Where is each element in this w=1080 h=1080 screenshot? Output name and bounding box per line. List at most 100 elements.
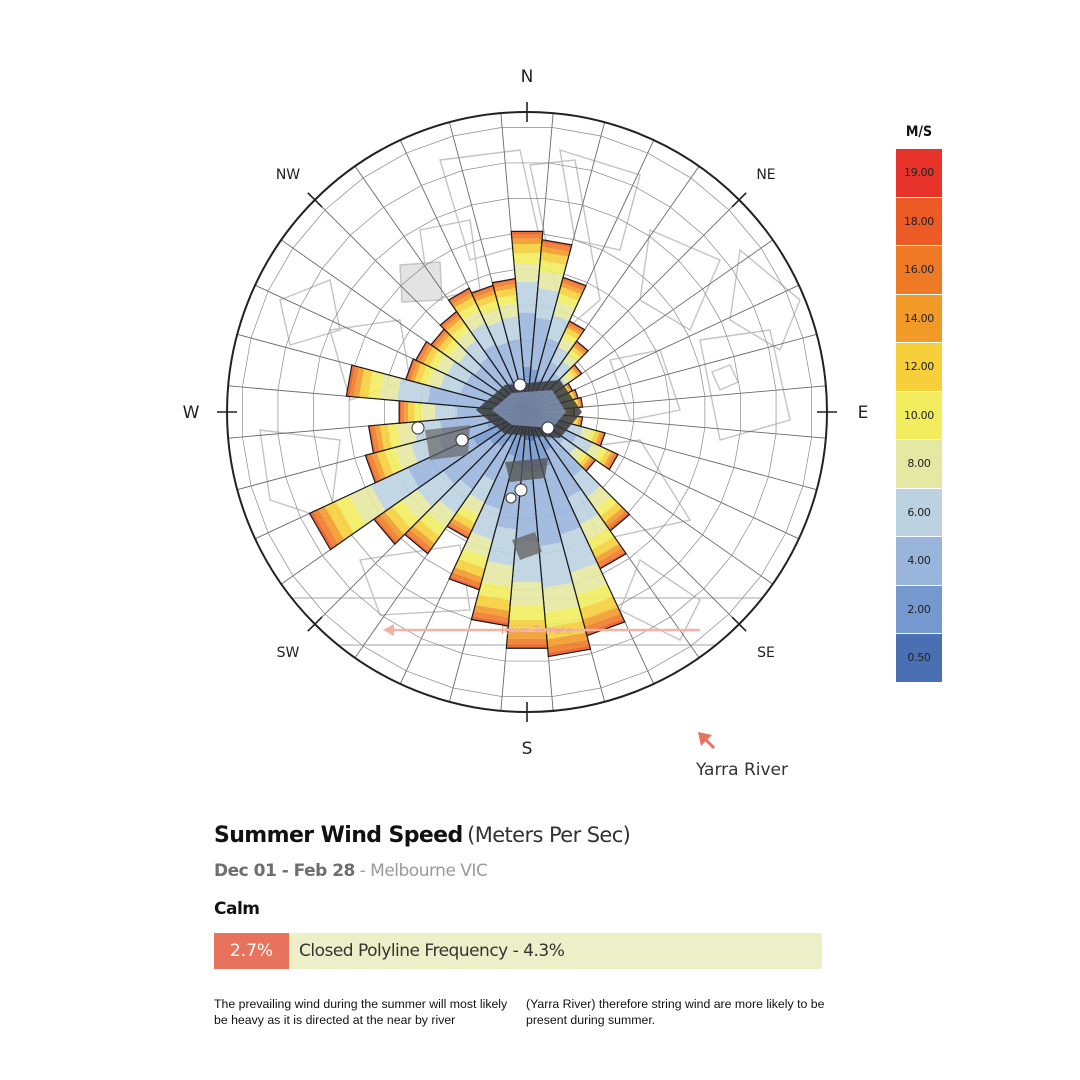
wind-bar-band [591, 536, 620, 558]
compass-tick-nw [307, 192, 323, 208]
wind-bar-band [582, 456, 593, 469]
wind-bar-band [541, 464, 581, 536]
wind-bar-band [511, 238, 543, 244]
wind-bar-band [561, 279, 586, 291]
wind-bar-band [486, 526, 517, 567]
compass-label-w: W [183, 403, 200, 423]
wind-bar-band [558, 286, 582, 301]
subtitle: Dec 01 - Feb 28 - Melbourne VIC [214, 861, 488, 881]
wind-bar-band [507, 432, 522, 457]
wind-bar-band [594, 543, 623, 563]
wind-bar-band [415, 341, 428, 361]
legend-item: 6.00 [896, 488, 942, 536]
wind-bar-band [309, 511, 334, 550]
wind-bar-band [450, 518, 473, 534]
polyline-frequency: Closed Polyline Frequency - 4.3% [299, 941, 565, 961]
wind-bar-band [475, 294, 498, 308]
compass-labels: N NE E SE S SW W NW [183, 67, 869, 759]
wind-bar-band [455, 329, 477, 350]
legend-item: 2.00 [896, 585, 942, 633]
wind-bar-band [440, 311, 458, 327]
wind-bar-band [547, 437, 584, 478]
wind-bar-band [586, 528, 615, 550]
wind-bar-band [575, 451, 588, 465]
wind-bar-band [478, 582, 512, 601]
wind-bar-band [457, 302, 480, 321]
wind-bar-band [571, 366, 580, 377]
wind-bar-band [567, 423, 584, 437]
wind-bar-170 [526, 411, 592, 658]
wind-bar-band [537, 270, 564, 292]
compass-tick-sw [307, 616, 323, 632]
wind-bar-band [459, 442, 503, 490]
wind-bar-band [409, 525, 435, 549]
wind-rose-chart: River Terrace N NE E SE S SW W NW [183, 67, 869, 759]
wind-bar-band [591, 430, 600, 444]
wind-bar-band [384, 447, 403, 475]
wind-bar-band [559, 438, 577, 455]
wind-bar-band [368, 370, 384, 400]
wind-bar-band [578, 416, 582, 427]
legend-item: 8.00 [896, 440, 942, 488]
calm-value: 2.7% [214, 933, 289, 969]
wind-bar-band [577, 398, 581, 408]
compass-label-nw: NW [276, 167, 300, 183]
wind-bar-band [449, 576, 481, 590]
wind-bar-band [548, 645, 591, 657]
wind-bar-band [569, 391, 575, 400]
wind-bar-band [429, 350, 445, 370]
wind-bar-band [442, 339, 460, 357]
wind-bar-band [458, 548, 488, 569]
wind-bar-band [470, 503, 501, 541]
wind-bar-band [574, 416, 579, 426]
wind-bar-band [539, 260, 567, 275]
wind-bar-band [492, 280, 516, 288]
wind-bar-band [448, 521, 471, 537]
wind-bar-band [572, 468, 601, 498]
wind-bar-band [586, 618, 625, 636]
wind-bar-band [407, 359, 418, 381]
wind-bar-band [542, 582, 580, 613]
wind-bar-band [540, 251, 569, 265]
wind-bar-band [579, 454, 591, 468]
wind-bar-band [561, 331, 578, 345]
wind-bar-band [567, 489, 599, 525]
wind-bar-band [572, 435, 593, 454]
wind-bar-band [469, 474, 495, 504]
wind-bar-band [472, 287, 495, 298]
wind-bar-350 [491, 277, 528, 413]
wind-bar-band [511, 234, 543, 239]
wind-bar-band [454, 558, 486, 578]
wind-bar-band [454, 296, 477, 314]
wind-bar-280 [345, 364, 528, 413]
wind-bar-band [419, 512, 446, 537]
wind-bar-band [566, 324, 583, 336]
wind-bar-band [380, 511, 405, 539]
wind-bar-band [557, 337, 575, 353]
wind-bar-band [457, 352, 482, 376]
wind-bar-band [446, 318, 466, 336]
wind-bar-band [584, 613, 624, 633]
wind-bar-band [565, 370, 576, 381]
wind-bar-band [552, 301, 576, 321]
wind-bar-band [565, 384, 571, 393]
wind-bar-band [507, 631, 547, 639]
description-left: The prevailing wind during the summer wi… [214, 997, 508, 1027]
wind-bar-240 [308, 411, 528, 551]
wind-bar-band [460, 382, 499, 404]
wind-bar-band [482, 440, 513, 482]
wind-bar-band [439, 373, 465, 395]
wind-bar-band [507, 338, 525, 380]
wind-bar-band [576, 584, 614, 609]
wind-bar-band [378, 373, 401, 401]
wind-bar-band [483, 343, 513, 385]
frequency-bar: 2.7% Closed Polyline Frequency - 4.3% [214, 933, 822, 969]
wind-bar-band [384, 506, 411, 535]
site-map-underlay [227, 148, 827, 646]
wind-bar-band [472, 424, 504, 447]
wind-bar-band [579, 596, 619, 621]
wind-bar-band [416, 470, 455, 508]
wind-bar-band [452, 567, 483, 583]
wind-bar-band [583, 458, 595, 471]
wind-bar-band [570, 346, 584, 359]
